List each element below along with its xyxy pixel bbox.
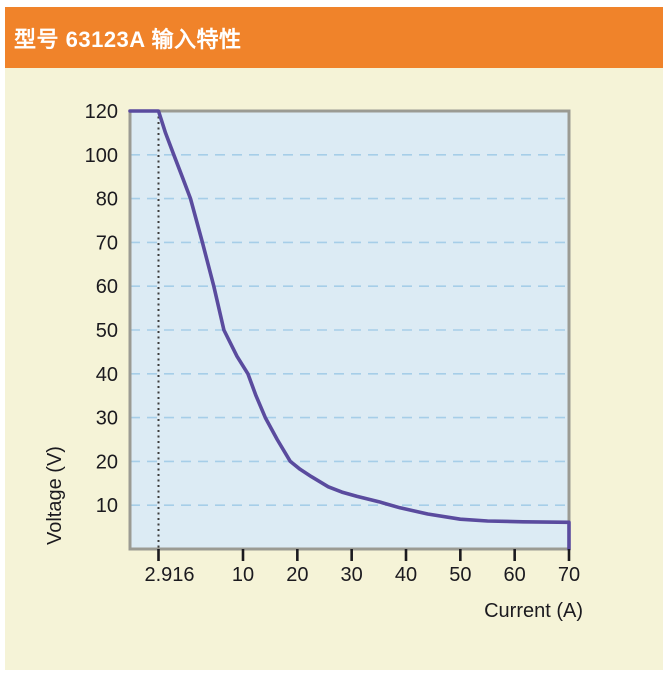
y-tick-label: 70	[96, 232, 118, 254]
y-tick-label: 60	[96, 276, 118, 298]
plot-area	[130, 111, 569, 549]
header-bar: 型号 63123A 输入特性	[5, 7, 663, 68]
y-tick-label: 40	[96, 364, 118, 386]
y-tick-label: 120	[85, 101, 118, 123]
x-tick-label: 2.916	[144, 564, 194, 586]
y-tick-label: 100	[85, 145, 118, 167]
plot-border	[128, 109, 571, 551]
x-tick-label: 70	[558, 564, 580, 586]
y-tick-label: 80	[96, 189, 118, 211]
x-tick-label: 40	[395, 564, 417, 586]
page-title: 型号 63123A 输入特性	[14, 26, 242, 52]
x-tick-label: 10	[232, 564, 254, 586]
y-tick-label: 30	[96, 408, 118, 430]
y-tick-label: 50	[96, 320, 118, 342]
x-axis-title: Current (A)	[484, 600, 583, 622]
y-tick-label: 10	[96, 495, 118, 517]
y-axis-title: Voltage (V)	[44, 446, 66, 545]
x-tick-label: 30	[341, 564, 363, 586]
vi-curve	[128, 109, 571, 551]
x-tick-label: 50	[449, 564, 471, 586]
x-tick-label: 60	[504, 564, 526, 586]
y-tick-label: 20	[96, 451, 118, 473]
x-tick-label: 20	[286, 564, 308, 586]
